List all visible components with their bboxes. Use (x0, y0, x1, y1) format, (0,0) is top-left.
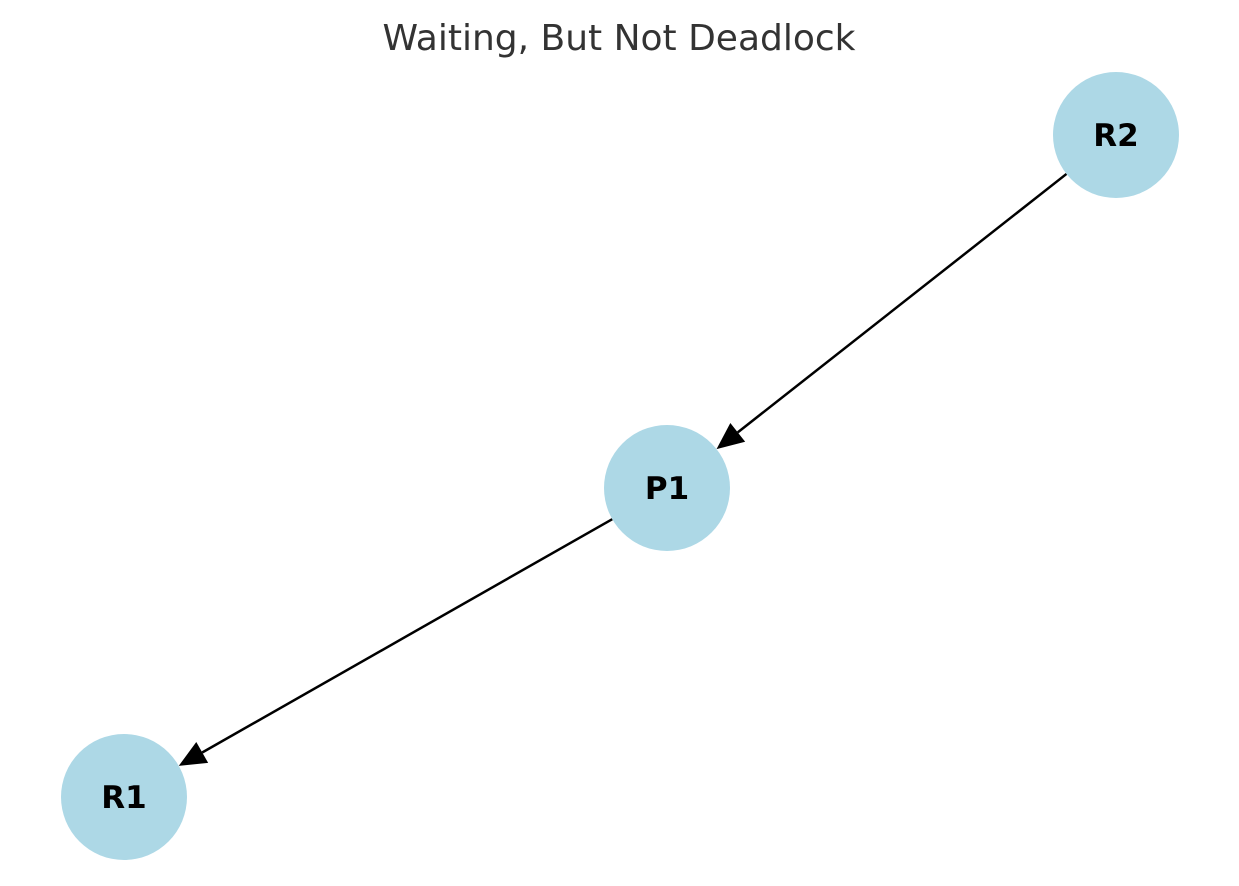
node-p1: P1 (604, 425, 730, 551)
nodes-layer: R2 P1 R1 (61, 72, 1179, 860)
arrow-head (178, 742, 209, 766)
arrow-head (716, 422, 746, 450)
edge-p1-to-r1 (178, 518, 613, 766)
edge-line (201, 518, 613, 754)
node-circle (604, 425, 730, 551)
node-circle (1053, 72, 1179, 198)
diagram-title: Waiting, But Not Deadlock (382, 18, 855, 59)
edge-r2-to-p1 (716, 172, 1068, 450)
node-r1: R1 (61, 734, 187, 860)
node-r2: R2 (1053, 72, 1179, 198)
edge-line (736, 172, 1068, 434)
node-label: P1 (645, 471, 689, 507)
node-label: R1 (101, 780, 146, 816)
node-circle (61, 734, 187, 860)
edges-layer (178, 172, 1068, 766)
node-label: R2 (1093, 118, 1138, 154)
